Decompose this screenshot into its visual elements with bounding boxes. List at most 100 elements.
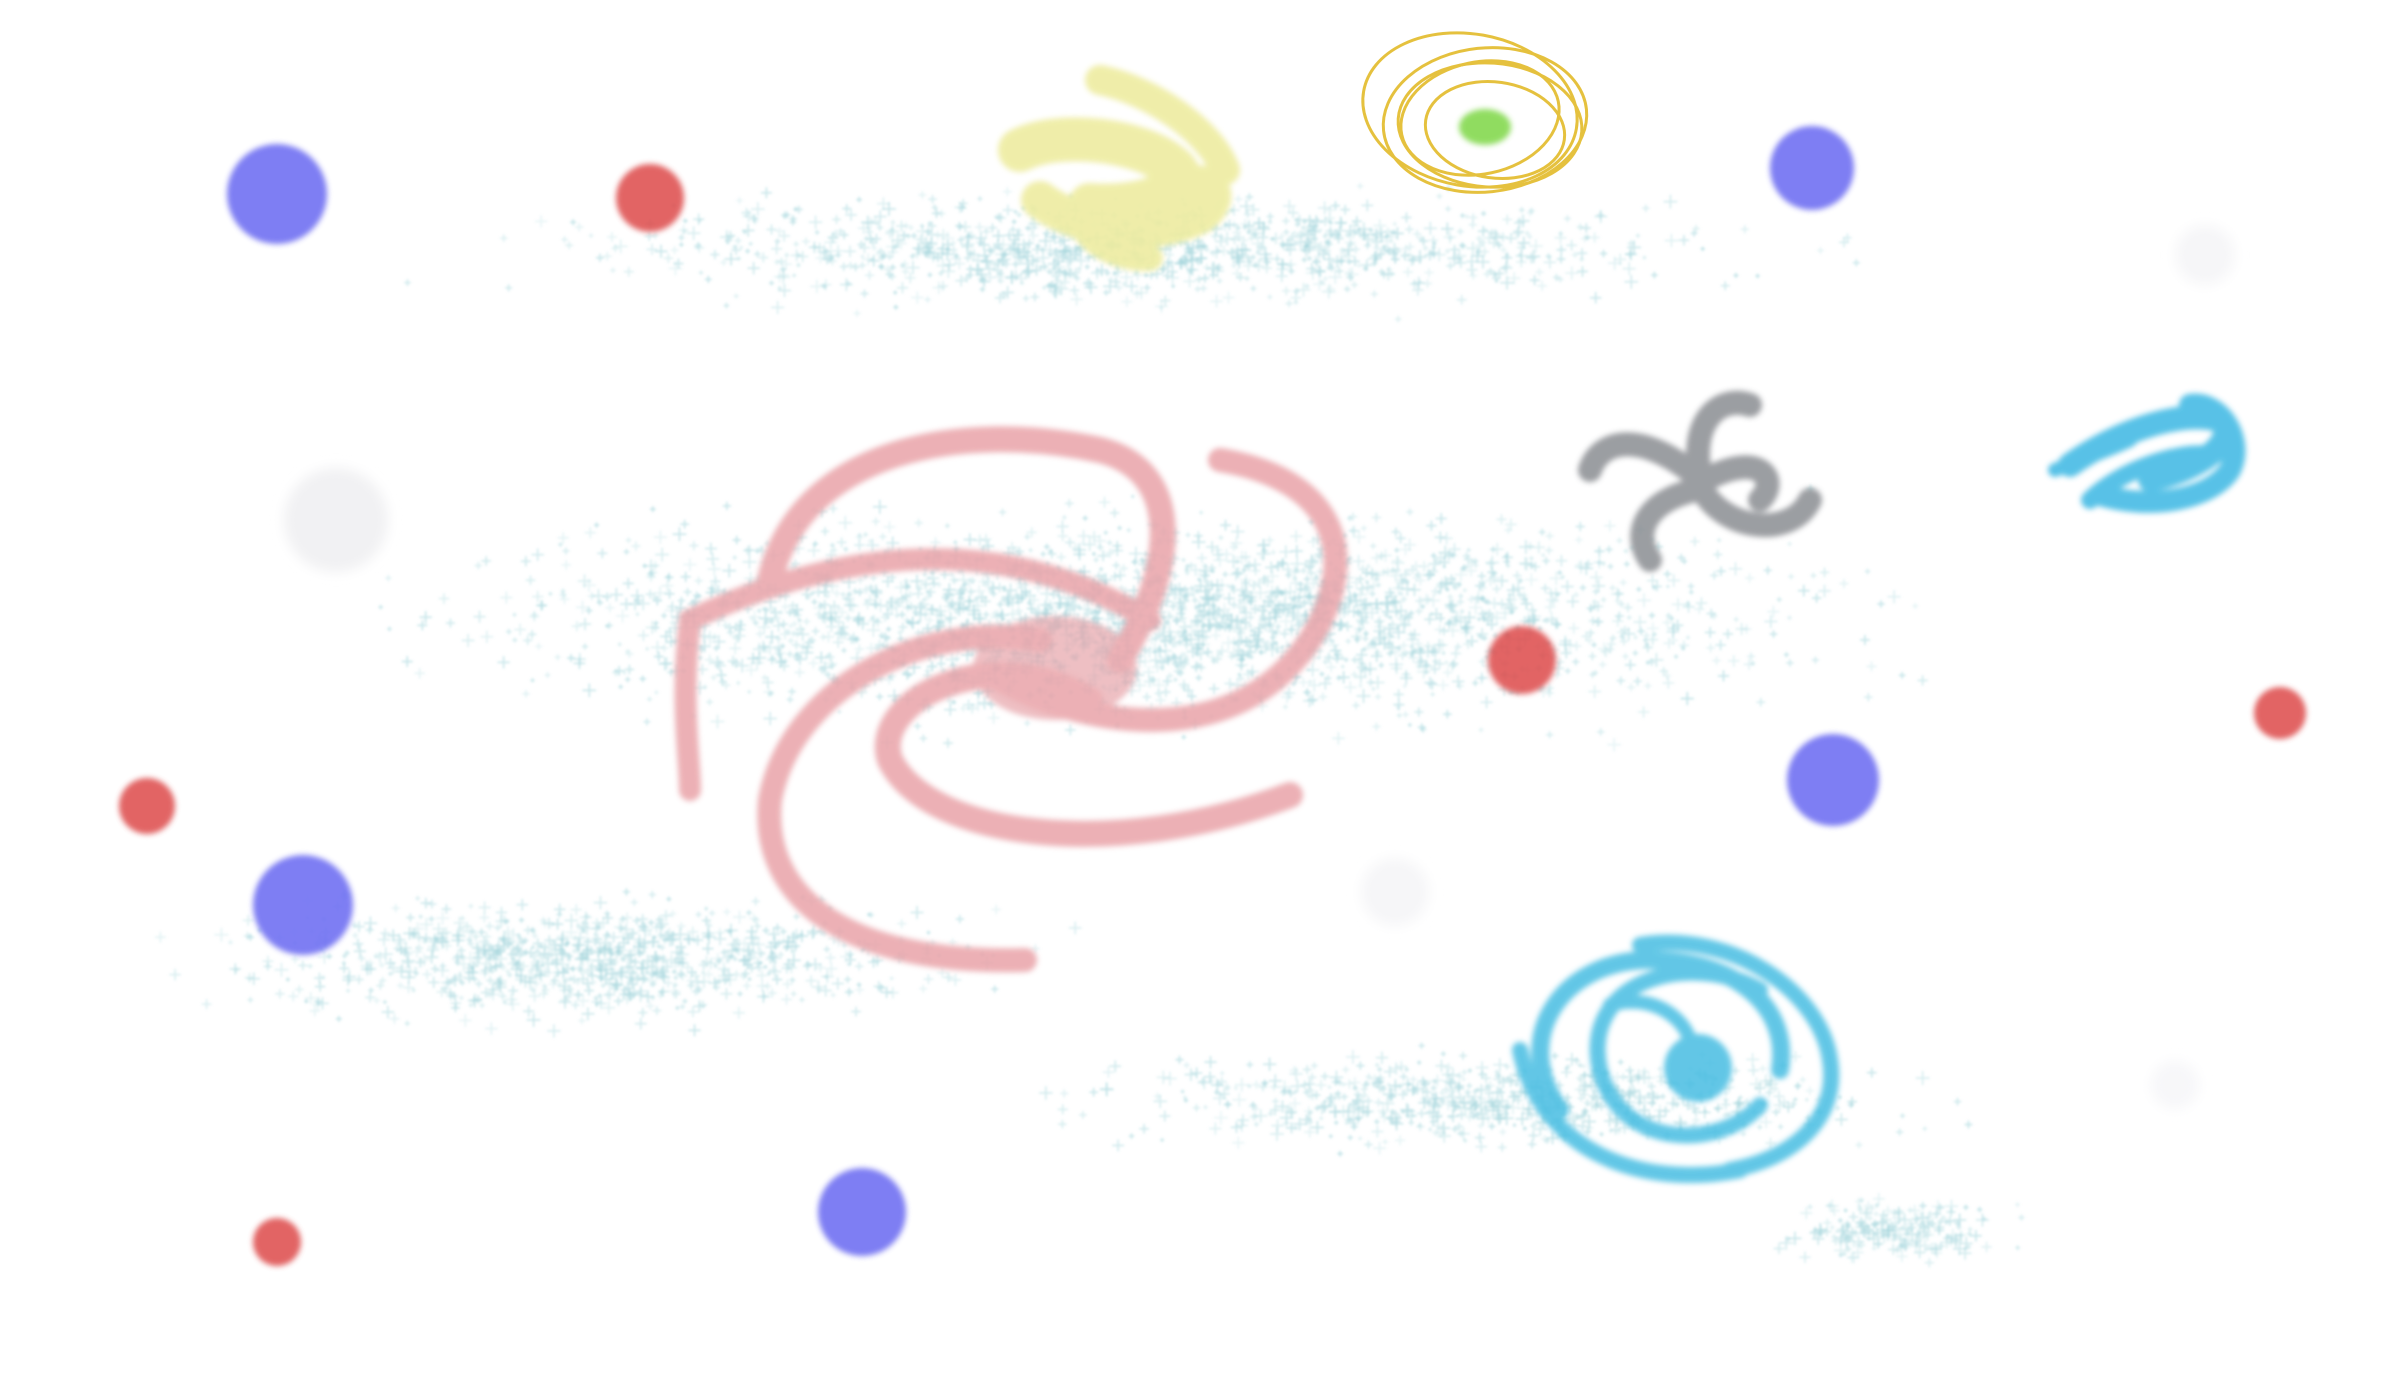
star-dust-speck: [812, 540, 819, 547]
star-dust-speck: [1006, 618, 1013, 625]
star-dust-speck: [737, 618, 744, 625]
star-dust-speck: [710, 656, 725, 670]
star-dust-speck: [1456, 598, 1465, 606]
star-dust-speck: [944, 612, 957, 625]
star-dust-speck: [1623, 603, 1633, 612]
star-dust-speck: [1308, 578, 1319, 589]
star-dust-speck: [1422, 569, 1434, 581]
star-dust-speck: [537, 600, 548, 611]
star-dust-speck: [1343, 657, 1349, 663]
star-dust-speck: [1189, 564, 1202, 576]
star-dust-speck: [666, 601, 679, 613]
star-dust-speck: [1712, 656, 1721, 666]
star-dust-speck: [1409, 643, 1414, 649]
star-dust-speck: [1026, 527, 1037, 538]
star-dust-speck: [1694, 604, 1705, 615]
star-dust-speck: [1461, 564, 1468, 571]
star-dust-speck: [1459, 609, 1465, 614]
star-dust-speck: [829, 542, 835, 548]
star-dust-speck: [618, 684, 624, 690]
star-dust-speck: [1300, 567, 1307, 574]
star-dust-speck: [1555, 554, 1568, 567]
star-dust-speck: [725, 623, 735, 633]
star-dust-speck: [1604, 520, 1616, 532]
star-dust-speck: [1415, 645, 1424, 654]
star-dust-speck: [1054, 276, 1062, 284]
star-dust-speck: [826, 579, 839, 593]
star-dust-speck: [1351, 656, 1359, 664]
star-dust-speck: [1166, 672, 1174, 679]
star-dust-speck: [1133, 568, 1140, 575]
star-dust-speck: [914, 600, 927, 614]
star-dust-speck: [843, 595, 850, 603]
star-dust-speck: [1560, 647, 1572, 659]
star-dust-speck: [1481, 614, 1488, 621]
star-dust-speck: [1192, 597, 1199, 604]
star-dust-speck: [767, 690, 774, 697]
star-dust-speck: [1248, 668, 1256, 676]
star-dust-speck: [584, 527, 596, 539]
star-dust-speck: [658, 657, 672, 671]
star-dust-speck: [894, 581, 908, 594]
star-dust-speck: [1200, 586, 1211, 597]
star-dust-speck: [765, 630, 779, 644]
star-dust-speck: [906, 590, 915, 599]
star-dust-speck: [1568, 622, 1580, 634]
star-dust-speck: [729, 642, 742, 655]
star-dust-speck: [1462, 588, 1468, 593]
star-dust-speck: [1485, 598, 1492, 606]
star-dust-speck: [1335, 267, 1344, 276]
star-dust-speck: [527, 630, 537, 639]
star-dust-speck: [461, 633, 475, 647]
star-dust-speck: [1529, 275, 1540, 286]
star-dust-speck: [385, 574, 392, 582]
star-dust-speck: [1810, 572, 1817, 579]
star-dust-speck: [522, 690, 530, 698]
star-dust-speck: [1839, 578, 1849, 589]
star-dust-speck: [694, 242, 705, 253]
star-dust-speck: [805, 594, 812, 600]
star-dust-speck: [763, 648, 769, 654]
star-dust-speck: [1176, 608, 1186, 619]
star-dust-speck: [1371, 570, 1381, 580]
star-dust-speck: [680, 519, 690, 529]
star-dust-speck: [731, 658, 741, 669]
star-dust-speck: [744, 571, 758, 585]
star-dust-speck: [1786, 659, 1794, 667]
star-dust-speck: [817, 602, 824, 609]
star-dust-speck: [1304, 590, 1317, 604]
star-dust-speck: [939, 619, 946, 625]
star-dust-speck: [987, 711, 1000, 724]
star-dust-speck: [1231, 649, 1244, 662]
star-dust-speck: [1362, 635, 1369, 642]
star-dust-speck: [1445, 587, 1450, 592]
star-dust-speck: [548, 591, 553, 596]
star-dust-speck: [752, 642, 766, 656]
star-dust-speck: [605, 621, 613, 629]
star-dust-speck: [1622, 627, 1636, 641]
star-dust-speck: [747, 689, 752, 694]
star-dust-speck: [1571, 641, 1582, 651]
star-dust-speck: [1026, 603, 1036, 614]
star-dust-speck: [1231, 524, 1245, 539]
star-dust-speck: [744, 544, 755, 556]
star-dust-speck: [631, 541, 641, 551]
star-dust-speck: [836, 606, 841, 611]
star-dust-speck: [1002, 585, 1007, 591]
star-dust-speck: [1764, 614, 1778, 629]
star-dust-speck: [1262, 577, 1273, 587]
star-dust-speck: [1151, 678, 1166, 692]
star-dust-speck: [1248, 580, 1259, 591]
star-dust-speck: [1238, 656, 1245, 663]
star-dust-speck: [630, 589, 644, 603]
star-dust-speck: [666, 628, 674, 636]
star-dust-speck: [1586, 628, 1595, 637]
star-dust-speck: [1301, 610, 1309, 618]
star-dust-speck: [1447, 593, 1454, 600]
star-dust-speck: [1324, 653, 1335, 664]
star-dust-speck: [652, 595, 658, 601]
star-dust-speck: [1279, 614, 1294, 629]
star-dust-speck: [1589, 671, 1596, 678]
star-dust-speck: [825, 652, 832, 659]
star-dust-speck: [1864, 568, 1871, 575]
